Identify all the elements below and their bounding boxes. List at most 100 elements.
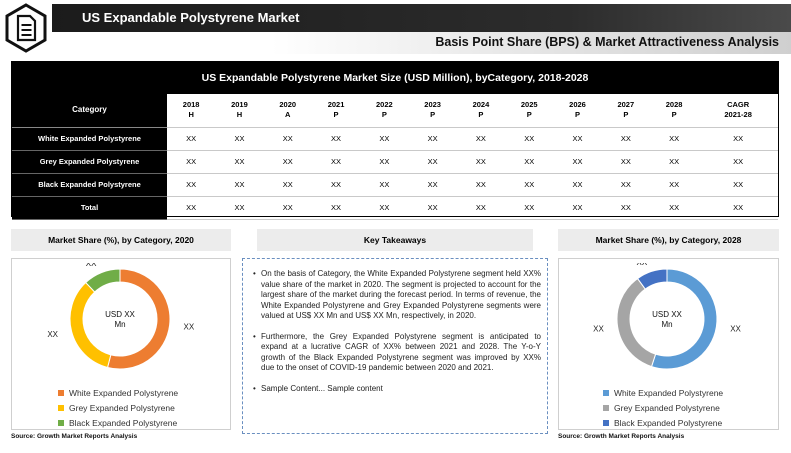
donut-center-label: USD XX [652,310,682,319]
column-header: 2028 P [649,94,699,128]
column-header: 2023 P [408,94,457,128]
table-cell: XX [360,173,409,197]
legend-item: Grey Expanded Polystyrene [603,400,723,415]
column-header: 2026 P [553,94,602,128]
left-source: Source: Growth Market Reports Analysis [11,433,138,440]
table-cell: XX [263,150,312,174]
table-cell: XX [263,173,312,197]
logo [0,0,52,56]
table-cell: XX [311,127,361,151]
table-cell: XX [505,173,554,197]
column-header: 2022 P [360,94,409,128]
legend-item: Grey Expanded Polystyrene [58,400,178,415]
table-cell: XX [408,127,457,151]
right-chart-title: Market Share (%), by Category, 2028 [558,229,779,251]
table-cell: XX [553,196,602,220]
market-size-table: US Expandable Polystyrene Market Size (U… [11,61,779,220]
category-header: Category [12,94,167,128]
table-cell: XX [649,196,699,220]
table-cell: XX [263,127,312,151]
legend-item: White Expanded Polystyrene [603,385,723,400]
table-cell: XX [167,173,216,197]
table-cell: XX [698,173,778,197]
header-bar [48,4,791,32]
table-cell: XX [649,173,699,197]
table-cell: XX [698,127,778,151]
legend-label: Grey Expanded Polystyrene [614,402,720,413]
table-cell: XX [553,150,602,174]
legend-label: Black Expanded Polystyrene [614,417,723,428]
key-takeaways-title: Key Takeaways [257,229,533,251]
table-cell: XX [601,196,650,220]
table-cell: XX [505,127,554,151]
legend-swatch [58,404,64,411]
page-title: US Expandable Polystyrene Market [82,10,300,25]
key-takeaways-box: On the basis of Category, the White Expa… [242,258,548,434]
slice-label: XX [183,323,194,332]
table-cell: XX [649,150,699,174]
legend-swatch [603,389,609,396]
list-item: Furthermore, the Grey Expanded Polystyre… [253,332,541,374]
row-label: Total [12,196,167,220]
donut-center-label: Mn [661,320,672,329]
table-cell: XX [215,127,264,151]
column-header: 2027 P [601,94,650,128]
donut-slice [106,268,171,370]
table-cell: XX [360,196,409,220]
left-chart-panel: XX XX XX USD XX Mn White Expanded Polystyren… [11,258,231,430]
column-header: 2019 H [215,94,264,128]
table-cell: XX [505,150,554,174]
table-title: US Expandable Polystyrene Market Size (U… [12,62,778,94]
header-subtitle-bar [48,32,791,54]
legend-2028: White Expanded Polystyrene Grey Expanded … [603,385,723,430]
row-label: White Expanded Polystyrene [12,127,167,151]
donut-center-label: USD XX [105,310,135,319]
list-item: On the basis of Category, the White Expa… [253,269,541,322]
table-cell: XX [311,150,361,174]
table-cell: XX [167,127,216,151]
slice-label: XX [86,263,97,268]
donut-slice [650,268,718,370]
legend-swatch [58,419,64,426]
legend-2020: White Expanded Polystyrene Grey Expanded … [58,385,178,430]
donut-slice [616,277,657,368]
legend-label: White Expanded Polystyrene [614,387,724,398]
table-cell: XX [167,196,216,220]
table-cell: XX [360,127,409,151]
table-cell: XX [456,196,506,220]
column-header: 2018 H [167,94,216,128]
donut-center-label: Mn [114,320,125,329]
table-cell: XX [505,196,554,220]
table-header-row: Category 2018 H 2019 H 2020 A 2021 P 2022 P 2… [12,94,778,128]
right-source: Source: Growth Market Reports Analysis [558,433,685,440]
table-cell: XX [311,173,361,197]
table-cell: XX [698,196,778,220]
page-subtitle: Basis Point Share (BPS) & Market Attract… [435,35,779,49]
table-cell: XX [601,127,650,151]
row-label: Grey Expanded Polystyrene [12,150,167,174]
table-cell: XX [408,173,457,197]
table-row: Total XX XX XX XX XX XX XX XX XX XX XX XX [12,196,778,220]
legend-item: Black Expanded Polystyrene [603,415,723,430]
column-header: 2021 P [311,94,361,128]
left-chart-title: Market Share (%), by Category, 2020 [11,229,231,251]
legend-swatch [603,404,609,411]
table-cell: XX [553,173,602,197]
legend-swatch [603,419,609,426]
column-header: 2024 P [456,94,506,128]
table-cell: XX [215,196,264,220]
list-item: Sample Content... Sample content [253,384,541,395]
slice-label: XX [637,263,648,267]
column-header: 2025 P [505,94,554,128]
table-row: White Expanded Polystyrene XX XX XX XX XX XX XX… [12,127,778,151]
table-cell: XX [215,173,264,197]
table-cell: XX [601,150,650,174]
table-cell: XX [649,127,699,151]
table-cell: XX [311,196,361,220]
legend-item: White Expanded Polystyrene [58,385,178,400]
table-cell: XX [215,150,264,174]
data-table: Category 2018 H 2019 H 2020 A 2021 P 2022 P 2… [12,94,778,220]
slice-label: XX [593,324,604,333]
table-cell: XX [408,150,457,174]
